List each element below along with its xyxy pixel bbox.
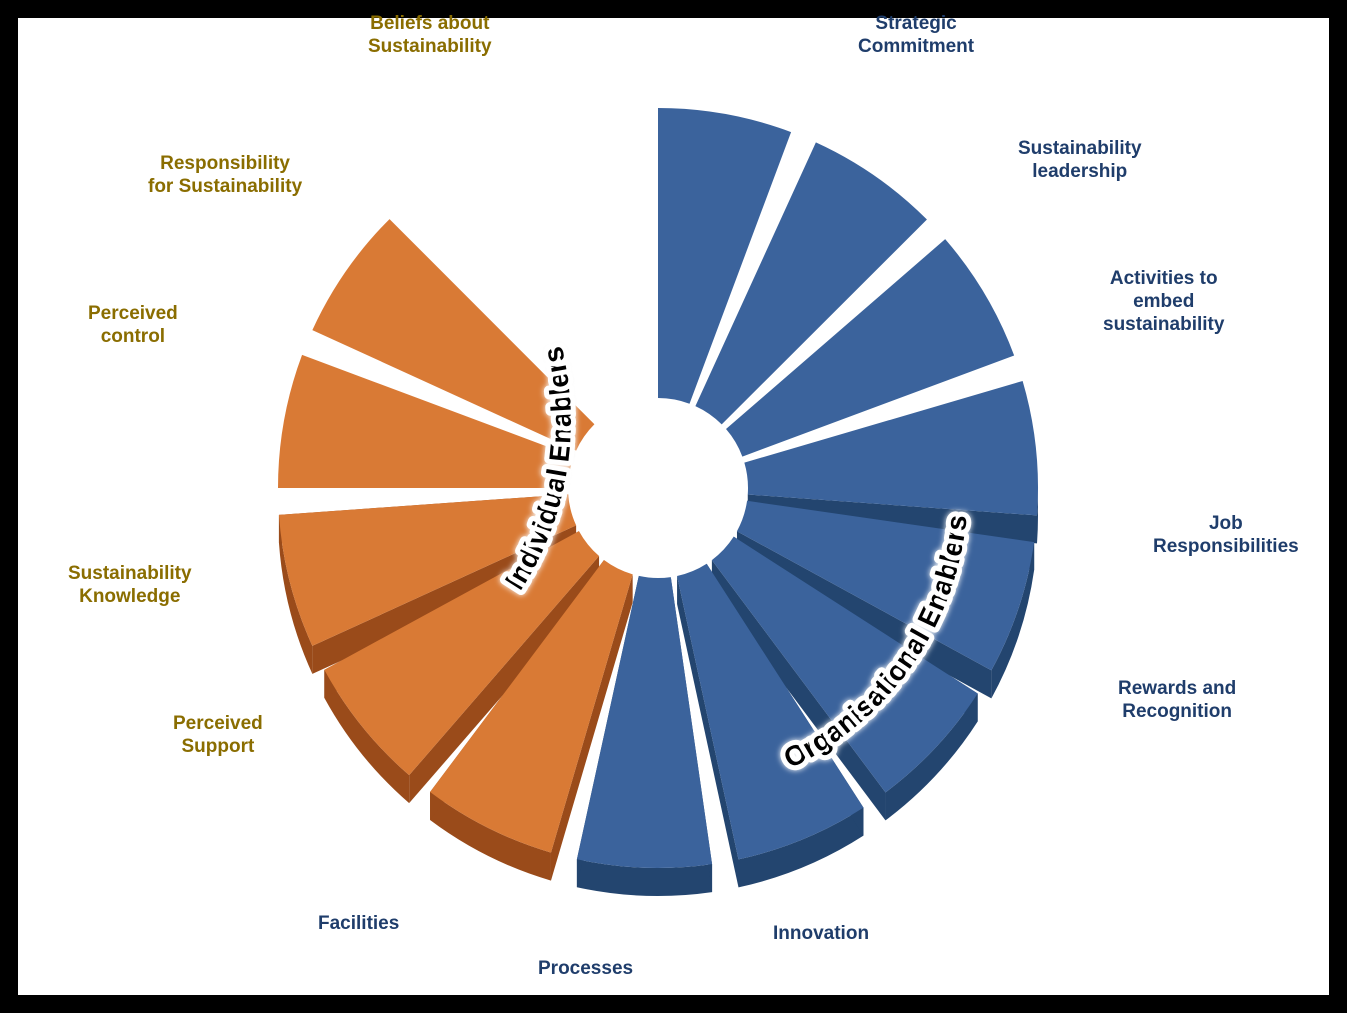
- label-processes: Processes: [538, 958, 633, 981]
- label-perceived-control: Perceived control: [88, 303, 178, 349]
- diagram-frame: Individual EnablersOrganisational Enable…: [18, 18, 1329, 995]
- label-activities-embed: Activities to embed sustainability: [1103, 268, 1224, 336]
- label-facilities: Facilities: [318, 913, 399, 936]
- label-strategic-commitment: Strategic Commitment: [858, 13, 974, 59]
- label-sustainability-leadership: Sustainability leadership: [1018, 138, 1142, 184]
- label-beliefs-sustainability: Beliefs about Sustainability: [368, 13, 492, 59]
- radial-chart: Individual EnablersOrganisational Enable…: [18, 18, 1329, 995]
- label-job-responsibilities: Job Responsibilities: [1153, 513, 1299, 559]
- label-sustainability-knowledge: Sustainability Knowledge: [68, 563, 192, 609]
- label-perceived-support: Perceived Support: [173, 713, 263, 759]
- label-rewards-recognition: Rewards and Recognition: [1118, 678, 1236, 724]
- label-responsibility-sustainability: Responsibility for Sustainability: [148, 153, 302, 199]
- label-innovation: Innovation: [773, 923, 869, 946]
